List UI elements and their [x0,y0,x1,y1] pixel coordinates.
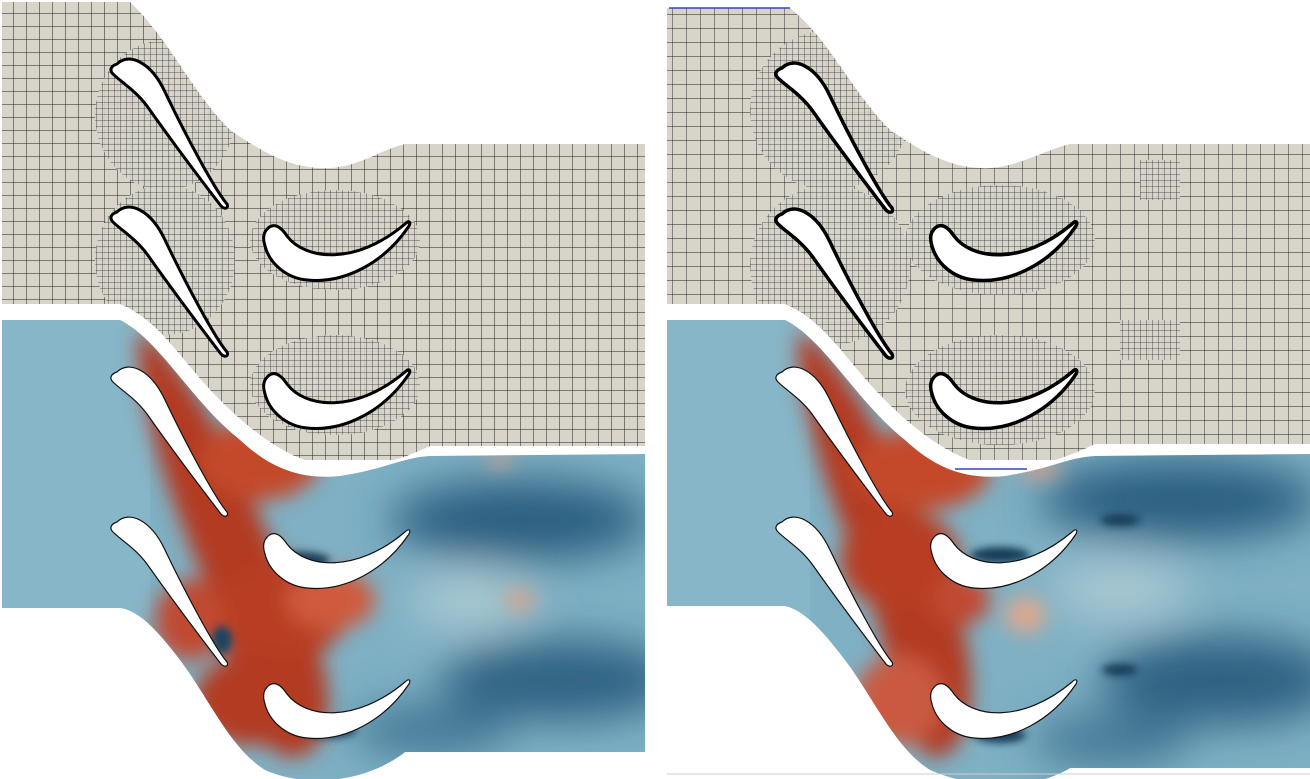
right-panel [667,7,1310,779]
left-panel [2,2,645,779]
